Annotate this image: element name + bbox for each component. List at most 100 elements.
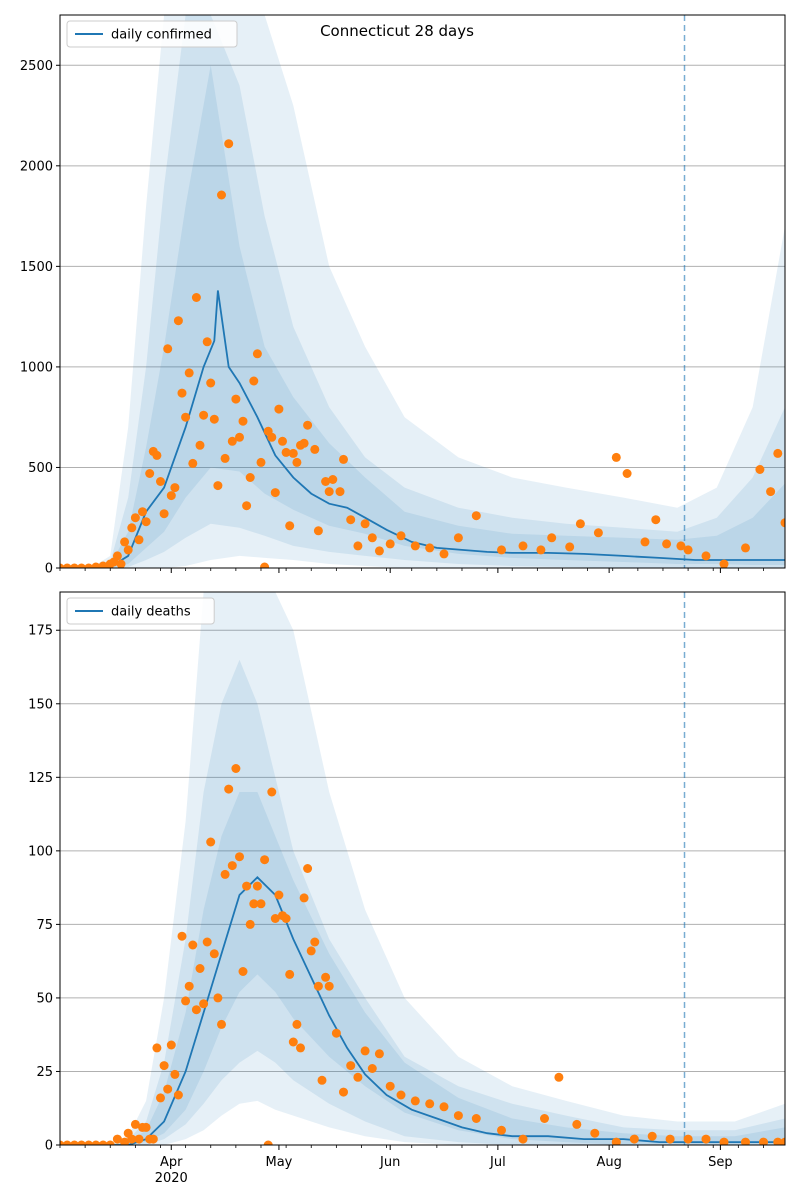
x-tick-label: Sep bbox=[708, 1155, 733, 1170]
x-tick-label: Jun bbox=[379, 1155, 400, 1170]
legend-label: daily confirmed bbox=[111, 28, 212, 43]
observed-point bbox=[518, 541, 528, 551]
observed-point bbox=[206, 837, 216, 847]
y-tick-label: 50 bbox=[36, 991, 53, 1006]
observed-point bbox=[321, 972, 331, 982]
y-tick-label: 100 bbox=[28, 844, 53, 859]
observed-point bbox=[170, 483, 180, 493]
axes-frame bbox=[59, 14, 786, 569]
observed-point bbox=[335, 487, 345, 497]
observed-point bbox=[367, 533, 377, 543]
observed-point bbox=[385, 539, 395, 549]
observed-point bbox=[224, 139, 234, 149]
observed-point bbox=[360, 519, 370, 529]
observed-point bbox=[310, 937, 320, 947]
observed-point bbox=[195, 964, 205, 973]
observed-point bbox=[227, 436, 237, 446]
observed-point bbox=[152, 450, 162, 460]
observed-point bbox=[306, 946, 316, 956]
observed-point bbox=[439, 1102, 449, 1112]
observed-point bbox=[321, 477, 331, 486]
observed-point bbox=[62, 563, 72, 568]
observed-point bbox=[163, 344, 173, 354]
y-tick-label: 2500 bbox=[20, 59, 53, 74]
observed-point bbox=[396, 1090, 406, 1100]
observed-point bbox=[130, 1119, 140, 1129]
observed-point bbox=[249, 899, 259, 909]
observed-point bbox=[256, 899, 266, 909]
observed-point bbox=[299, 893, 309, 903]
observed-point bbox=[181, 996, 191, 1006]
y-tick-label: 25 bbox=[36, 1065, 53, 1080]
observed-point bbox=[741, 543, 750, 553]
observed-point bbox=[676, 541, 686, 551]
confirmed-series-line bbox=[60, 290, 785, 568]
observed-point bbox=[339, 1087, 348, 1097]
observed-point bbox=[303, 864, 313, 873]
observed-point bbox=[324, 981, 334, 991]
observed-point bbox=[62, 1140, 72, 1145]
observed-point bbox=[281, 447, 291, 457]
y-tick-label: 1500 bbox=[20, 260, 53, 275]
observed-point bbox=[572, 1119, 582, 1129]
observed-point bbox=[719, 1137, 729, 1145]
observed-point bbox=[260, 855, 270, 865]
observed-point bbox=[780, 1137, 785, 1145]
legend-label: daily deaths bbox=[111, 605, 191, 620]
observed-point bbox=[112, 551, 122, 561]
observed-point bbox=[683, 1134, 693, 1144]
observed-point bbox=[759, 1137, 768, 1145]
observed-point bbox=[177, 931, 187, 941]
observed-point bbox=[238, 416, 248, 426]
observed-point bbox=[170, 1069, 180, 1079]
observed-point bbox=[281, 914, 291, 923]
observed-point bbox=[410, 1096, 420, 1106]
observed-point bbox=[206, 378, 216, 388]
observed-point bbox=[374, 1049, 384, 1059]
observed-point bbox=[288, 448, 298, 458]
observed-point bbox=[353, 541, 363, 551]
x-tick-label: May bbox=[265, 1155, 292, 1170]
legend: daily confirmed bbox=[66, 20, 238, 48]
observed-point bbox=[202, 337, 212, 347]
observed-points bbox=[60, 139, 785, 568]
observed-point bbox=[191, 293, 201, 302]
observed-point bbox=[292, 1019, 302, 1029]
uncertainty-bands bbox=[60, 592, 785, 1145]
observed-point bbox=[497, 1125, 506, 1135]
observed-point bbox=[156, 477, 165, 486]
legend: daily deaths bbox=[66, 597, 215, 625]
observed-point bbox=[288, 1037, 298, 1047]
observed-point bbox=[662, 539, 672, 549]
observed-point bbox=[195, 440, 205, 450]
band-middle bbox=[60, 15, 785, 568]
y-tick-label: 150 bbox=[28, 697, 53, 712]
observed-point bbox=[120, 537, 130, 547]
observed-point bbox=[220, 453, 230, 463]
band-inner bbox=[60, 65, 785, 568]
observed-point bbox=[181, 412, 191, 422]
observed-point bbox=[263, 1140, 273, 1145]
observed-point bbox=[328, 475, 338, 484]
observed-point bbox=[410, 541, 420, 551]
observed-point bbox=[91, 562, 101, 568]
observed-point bbox=[217, 190, 226, 200]
observed-point bbox=[647, 1131, 657, 1141]
x-tick-label: Apr bbox=[160, 1155, 183, 1170]
x-year-label: 2020 bbox=[155, 1171, 188, 1186]
observed-point bbox=[184, 981, 194, 991]
observed-point bbox=[313, 526, 323, 536]
observed-point bbox=[238, 967, 248, 976]
observed-point bbox=[755, 465, 765, 474]
observed-point bbox=[252, 881, 262, 891]
observed-point bbox=[367, 1064, 377, 1073]
observed-point bbox=[166, 491, 176, 501]
observed-point bbox=[773, 448, 783, 458]
observed-point bbox=[396, 531, 406, 541]
observed-point bbox=[260, 562, 270, 568]
observed-point bbox=[324, 487, 334, 497]
observed-point bbox=[453, 1111, 463, 1121]
observed-point bbox=[245, 919, 255, 929]
deaths-series-line bbox=[60, 876, 785, 1145]
